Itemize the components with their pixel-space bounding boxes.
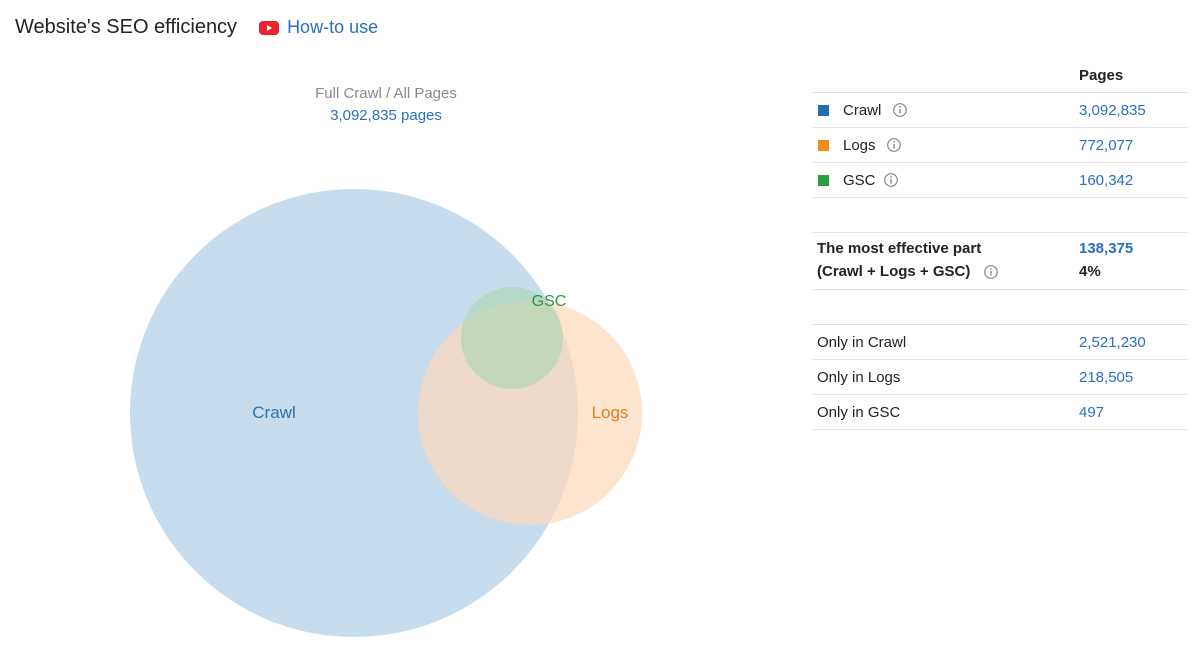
page-title: Website's SEO efficiency (15, 16, 238, 38)
header: Website's SEO efficiency How-to use (15, 16, 378, 39)
only-name: Only in GSC (817, 404, 901, 421)
only-value[interactable]: 218,505 (1079, 369, 1134, 386)
venn-diagram (130, 189, 642, 637)
logs-circle-label: Logs (591, 403, 629, 422)
how-to-use-label: How-to use (287, 17, 379, 37)
venn-caption: Full Crawl / All Pages 3,092,835 pages (246, 83, 526, 127)
info-icon[interactable] (893, 103, 907, 117)
venn-caption-pages[interactable]: 3,092,835 pages (330, 107, 442, 124)
youtube-icon (259, 20, 280, 35)
gsc-legend-square (818, 175, 829, 186)
only-value[interactable]: 497 (1079, 404, 1105, 421)
only-row-logs: Only in Logs 218,505 (812, 360, 1188, 395)
source-value[interactable]: 3,092,835 (1079, 102, 1146, 119)
only-value[interactable]: 2,521,230 (1079, 334, 1146, 351)
table-spacer (812, 198, 1188, 233)
venn-caption-title: Full Crawl / All Pages (315, 85, 457, 102)
source-name: Crawl (843, 102, 882, 119)
gsc-circle[interactable] (461, 287, 563, 389)
only-row-gsc: Only in GSC 497 (812, 395, 1188, 430)
table-header: Pages (812, 58, 1188, 93)
source-name: GSC (843, 172, 876, 189)
only-name: Only in Crawl (817, 334, 907, 351)
crawl-circle[interactable] (130, 189, 578, 637)
source-name: Logs (843, 137, 876, 154)
only-name: Only in Logs (817, 369, 901, 386)
source-row-crawl: Crawl 3,092,835 (812, 93, 1188, 128)
only-row-crawl: Only in Crawl 2,521,230 (812, 325, 1188, 360)
source-row-gsc: GSC 160,342 (812, 163, 1188, 198)
info-icon[interactable] (984, 265, 998, 279)
most-effective-percent: 4% (1079, 263, 1101, 280)
most-effective-value[interactable]: 138,375 (1079, 240, 1134, 257)
logs-legend-square (818, 140, 829, 151)
pages-column-header: Pages (1079, 67, 1124, 84)
source-row-logs: Logs 772,077 (812, 128, 1188, 163)
gsc-circle-label: GSC (531, 293, 567, 310)
info-icon[interactable] (887, 138, 901, 152)
most-effective-row: The most effective part (Crawl + Logs + … (812, 233, 1188, 290)
source-value[interactable]: 772,077 (1079, 137, 1134, 154)
crawl-legend-square (818, 105, 829, 116)
info-icon[interactable] (884, 173, 898, 187)
most-effective-subtitle: (Crawl + Logs + GSC) (817, 263, 971, 280)
crawl-circle-label: Crawl (252, 403, 296, 422)
how-to-use-link[interactable]: How-to use (259, 17, 378, 38)
most-effective-title: The most effective part (817, 240, 982, 257)
source-value[interactable]: 160,342 (1079, 172, 1134, 189)
pages-table: Pages Crawl 3,092,835 Logs 772,077 GSC 1… (812, 58, 1188, 430)
table-gap (812, 290, 1188, 325)
